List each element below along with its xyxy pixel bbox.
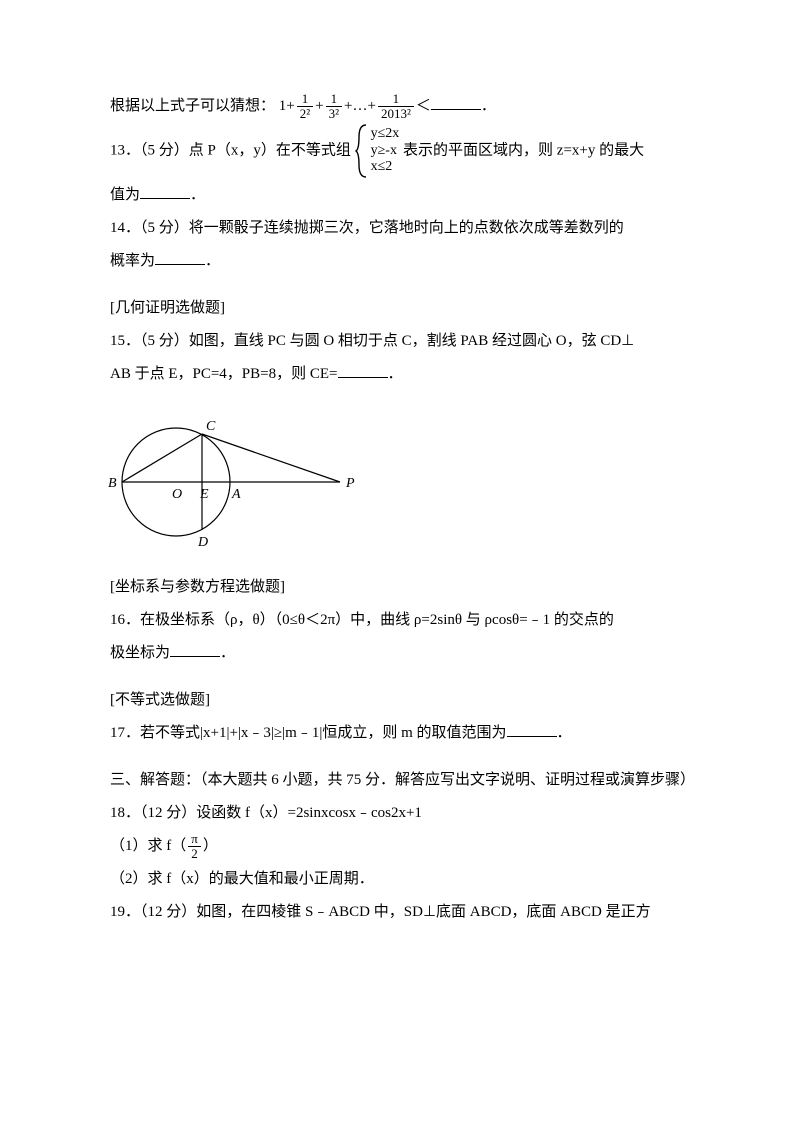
q15-blank: [338, 362, 388, 378]
q14-line1: 14．（5 分）将一颗骰子连续抛掷三次，它落地时向上的点数依次成等差数列的: [110, 212, 690, 245]
q15-figure: B O E A P C D: [106, 397, 366, 557]
q15-line1: 15．（5 分）如图，直线 PC 与圆 O 相切于点 C，割线 PAB 经过圆心…: [110, 325, 690, 358]
section-polar: [坐标系与参数方程选做题]: [110, 571, 690, 604]
svg-text:O: O: [172, 487, 182, 502]
q17-blank: [507, 721, 557, 737]
q18-part1: （1）求 f（π2）: [110, 830, 690, 863]
q13-system: y≤2x y≥-x x≤2: [355, 123, 400, 179]
section-inequality: [不等式选做题]: [110, 684, 690, 717]
q12-frac3: 12013²: [378, 92, 414, 122]
q13-lead: 13．（5 分）点 P（x，y）在不等式组: [110, 142, 351, 158]
q15-line2: AB 于点 E，PC=4，PB=8，则 CE=．: [110, 358, 690, 391]
q12-expr-lead: 1+: [279, 98, 295, 114]
page: 根据以上式子可以猜想： 1+12²+13²+…+12013²＜． 13．（5 分…: [0, 0, 800, 1133]
q18-part2: （2）求 f（x）的最大值和最小正周期．: [110, 863, 690, 896]
sys-row-2: y≥-x: [369, 143, 400, 160]
q16-line1: 16．在极坐标系（ρ，θ）（0≤θ＜2π）中，曲线 ρ=2sinθ 与 ρcos…: [110, 604, 690, 637]
q13-blank: [140, 183, 190, 199]
q18-line1: 18．（12 分）设函数 f（x）=2sinxcosx﹣cos2x+1: [110, 797, 690, 830]
q13-line1: 13．（5 分）点 P（x，y）在不等式组 y≤2x y≥-x x≤2 表示的平…: [110, 123, 690, 179]
svg-text:E: E: [199, 487, 209, 502]
left-brace-icon: [355, 123, 369, 179]
svg-text:B: B: [108, 476, 117, 491]
q13-line2: 值为．: [110, 179, 690, 212]
q12-line: 根据以上式子可以猜想： 1+12²+13²+…+12013²＜．: [110, 90, 690, 123]
q12-prefix: 根据以上式子可以猜想：: [110, 98, 275, 114]
q14-blank: [155, 249, 205, 265]
q16-line2: 极坐标为．: [110, 637, 690, 670]
q12-frac2: 13²: [326, 92, 342, 122]
sys-row-3: x≤2: [369, 159, 400, 176]
svg-text:A: A: [231, 487, 241, 502]
q16-blank: [170, 641, 220, 657]
q13-tail-b: 值为: [110, 187, 140, 203]
q18-frac-pi2: π2: [188, 832, 201, 862]
q19-line1: 19．（12 分）如图，在四棱锥 S﹣ABCD 中，SD⊥底面 ABCD，底面 …: [110, 896, 690, 929]
sys-row-1: y≤2x: [369, 126, 400, 143]
svg-text:D: D: [197, 535, 208, 550]
q12-blank: [431, 94, 481, 110]
svg-text:C: C: [206, 419, 216, 434]
section-geometry: [几何证明选做题]: [110, 292, 690, 325]
q17-line: 17．若不等式|x+1|+|x﹣3|≥|m﹣1|恒成立，则 m 的取值范围为．: [110, 717, 690, 750]
svg-text:P: P: [345, 476, 355, 491]
q13-tail-a: 表示的平面区域内，则 z=x+y 的最大: [403, 142, 644, 158]
section-three: 三、解答题：（本大题共 6 小题，共 75 分．解答应写出文字说明、证明过程或演…: [110, 764, 690, 797]
q14-line2: 概率为．: [110, 245, 690, 278]
q12-frac1: 12²: [297, 92, 313, 122]
